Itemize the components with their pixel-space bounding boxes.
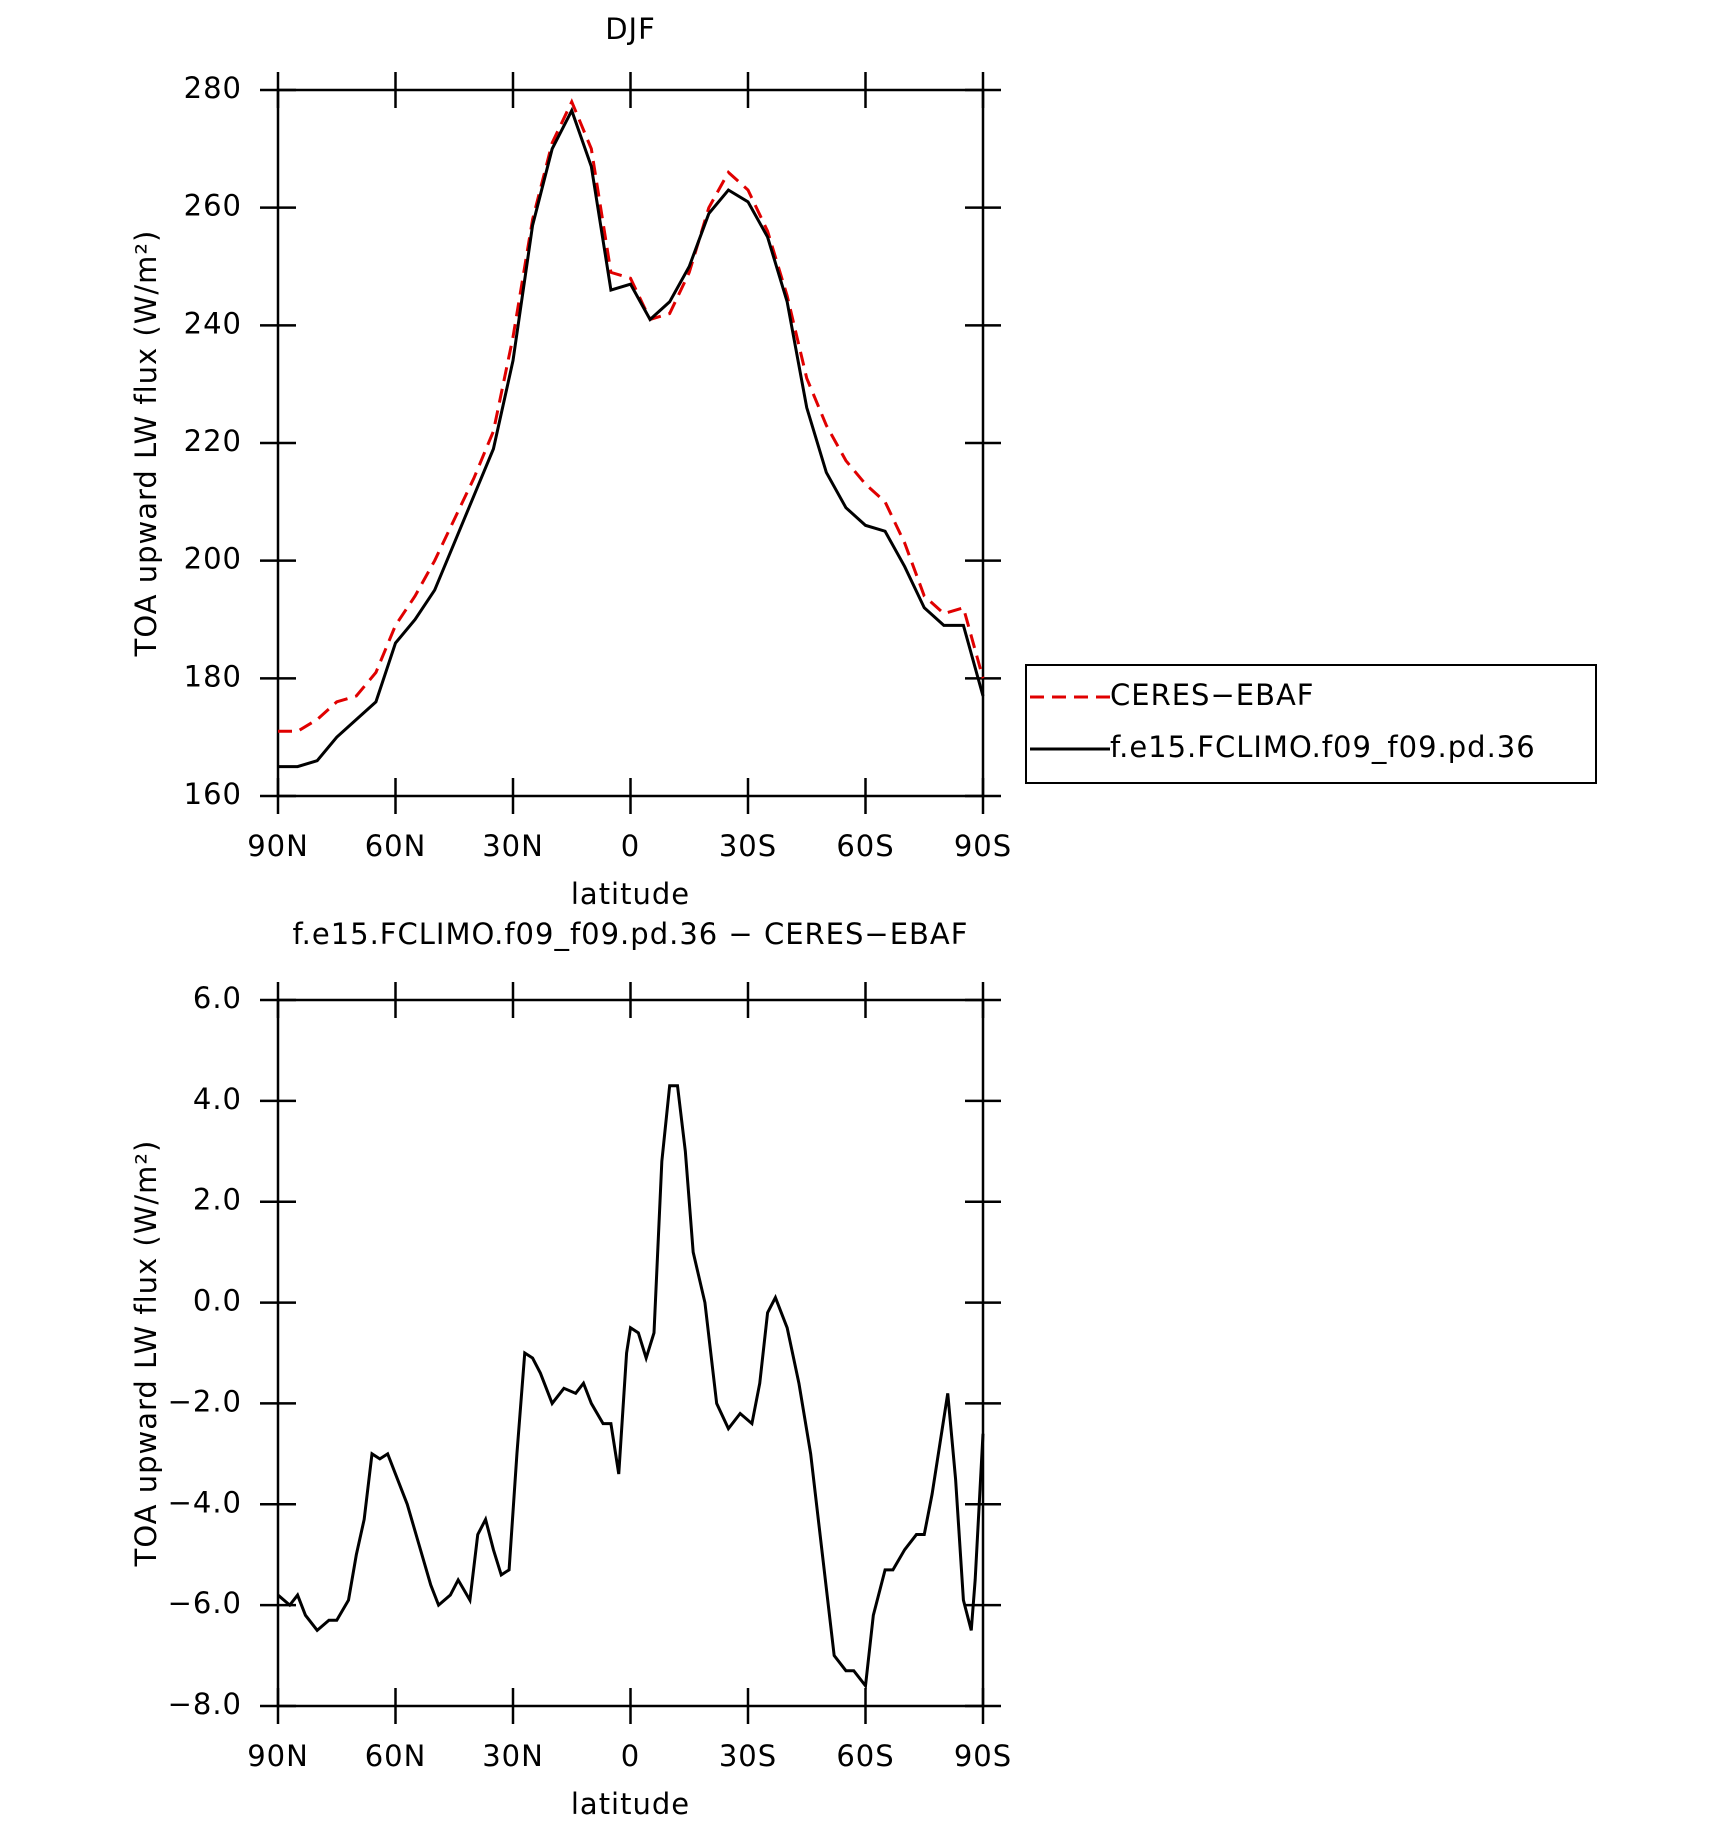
x-tick-label: 0: [621, 1739, 640, 1773]
y-tick-label: 240: [184, 306, 242, 340]
y-axis-title: TOA upward LW flux (W/m²): [129, 1140, 163, 1568]
y-tick-label: −8.0: [168, 1687, 242, 1721]
legend-label: CERES−EBAF: [1110, 678, 1315, 712]
x-tick-label: 90N: [247, 829, 309, 863]
y-tick-label: 2.0: [193, 1183, 242, 1217]
y-tick-label: 0.0: [193, 1284, 242, 1318]
y-tick-label: 200: [184, 542, 242, 576]
plot-frame: [276, 88, 985, 798]
data-line: [278, 106, 985, 769]
y-tick-label: 6.0: [193, 981, 242, 1015]
y-tick-label: 160: [184, 777, 242, 811]
y-tick-label: 4.0: [193, 1082, 242, 1116]
x-tick-label: 60S: [836, 829, 894, 863]
x-axis-title: latitude: [571, 1787, 690, 1821]
x-tick-label: 30N: [482, 829, 544, 863]
x-tick-label: 30N: [482, 1739, 544, 1773]
x-tick-label: 90S: [954, 1739, 1012, 1773]
y-axis-title: TOA upward LW flux (W/m²): [129, 230, 163, 658]
y-tick-label: −6.0: [168, 1586, 242, 1620]
data-line: [278, 98, 985, 733]
legend-box: [1025, 664, 1597, 784]
y-tick-label: 220: [184, 424, 242, 458]
y-tick-label: 280: [184, 71, 242, 105]
x-axis-title: latitude: [571, 877, 690, 911]
y-tick-label: −2.0: [168, 1384, 242, 1418]
x-tick-label: 0: [621, 829, 640, 863]
x-tick-label: 60N: [365, 1739, 427, 1773]
legend-label: f.e15.FCLIMO.f09_f09.pd.36: [1110, 730, 1536, 764]
y-tick-label: 260: [184, 189, 242, 223]
x-tick-label: 30S: [719, 829, 777, 863]
plot-frame: [276, 998, 985, 1708]
x-tick-label: 90S: [954, 829, 1012, 863]
y-tick-label: 180: [184, 659, 242, 693]
chart-title: f.e15.FCLIMO.f09_f09.pd.36 − CERES−EBAF: [293, 917, 969, 951]
x-tick-label: 60N: [365, 829, 427, 863]
x-tick-label: 90N: [247, 1739, 309, 1773]
y-tick-label: −4.0: [168, 1485, 242, 1519]
x-tick-label: 60S: [836, 1739, 894, 1773]
data-line: [277, 1084, 985, 1690]
x-tick-label: 30S: [719, 1739, 777, 1773]
chart-title: DJF: [605, 12, 656, 46]
